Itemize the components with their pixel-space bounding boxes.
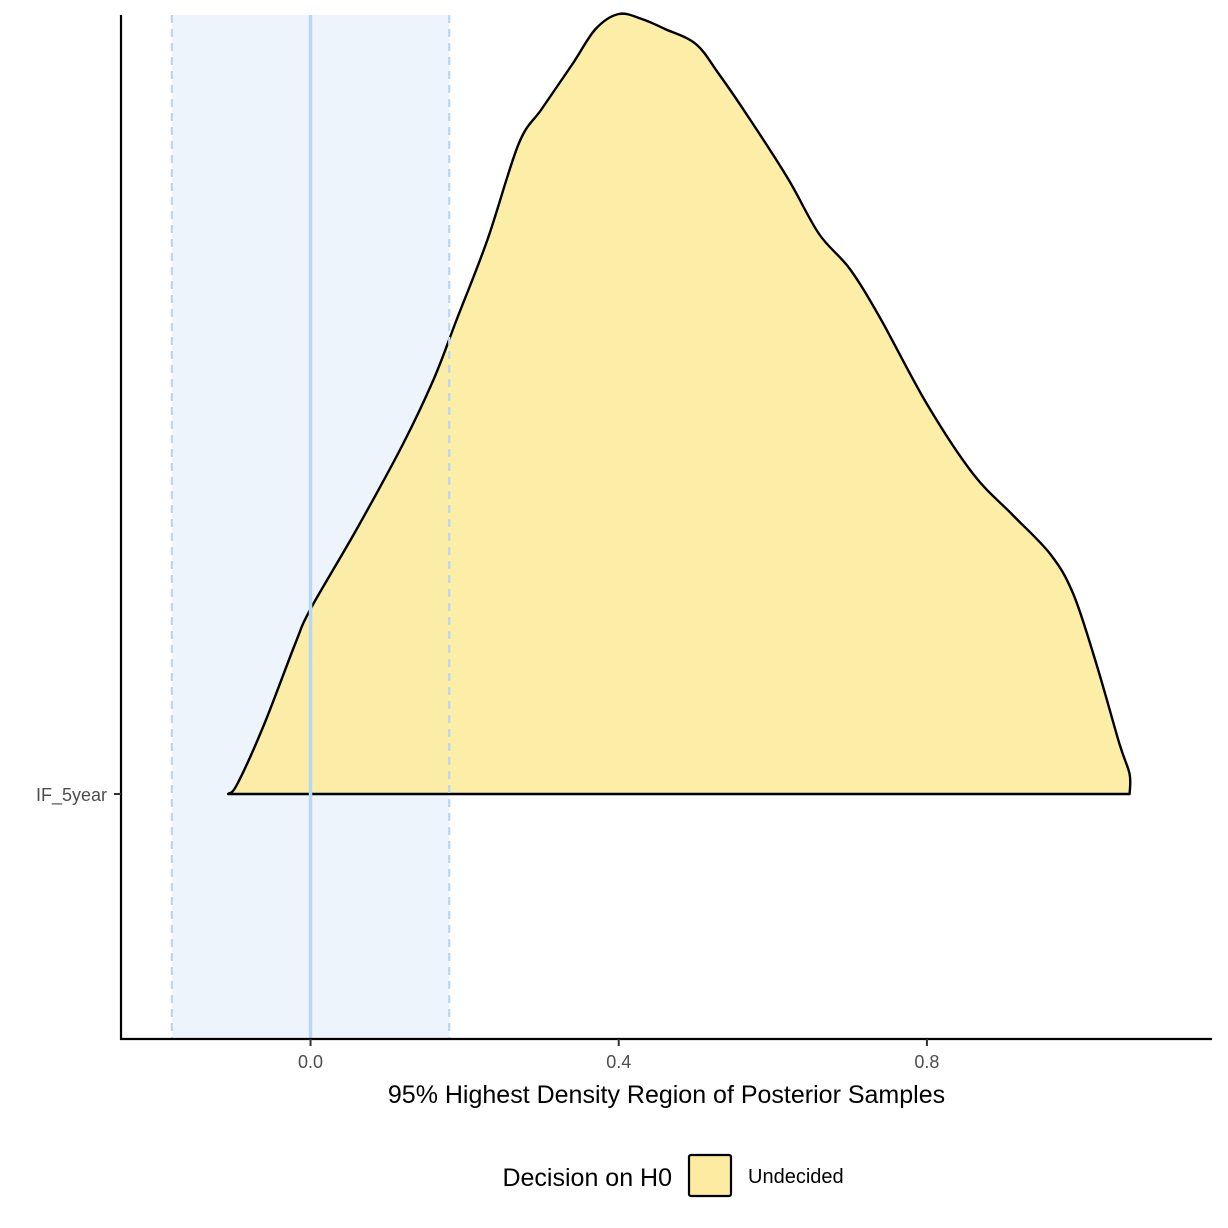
x-tick-label: 0.0: [298, 1052, 323, 1072]
legend: Decision on H0 Undecided: [502, 1153, 844, 1198]
axes: 0.0 0.4 0.8 IF_5year 95% Highest Density R…: [36, 15, 1212, 1109]
legend-title: Decision on H0: [502, 1164, 672, 1192]
density-layer: [226, 12, 1132, 796]
legend-label-undecided: Undecided: [748, 1166, 844, 1188]
y-tick-label: IF_5year: [36, 785, 107, 806]
x-ticks: 0.0 0.4 0.8: [298, 1039, 939, 1072]
x-tick-label: 0.8: [914, 1052, 939, 1072]
rope-lines: [170, 15, 451, 1039]
x-axis-title: 95% Highest Density Region of Posterior …: [388, 1081, 945, 1109]
y-ticks: IF_5year: [36, 785, 121, 806]
legend-key-undecided: [687, 1153, 733, 1198]
density-ridge-if-5year: [226, 12, 1132, 796]
x-tick-label: 0.4: [606, 1052, 631, 1072]
